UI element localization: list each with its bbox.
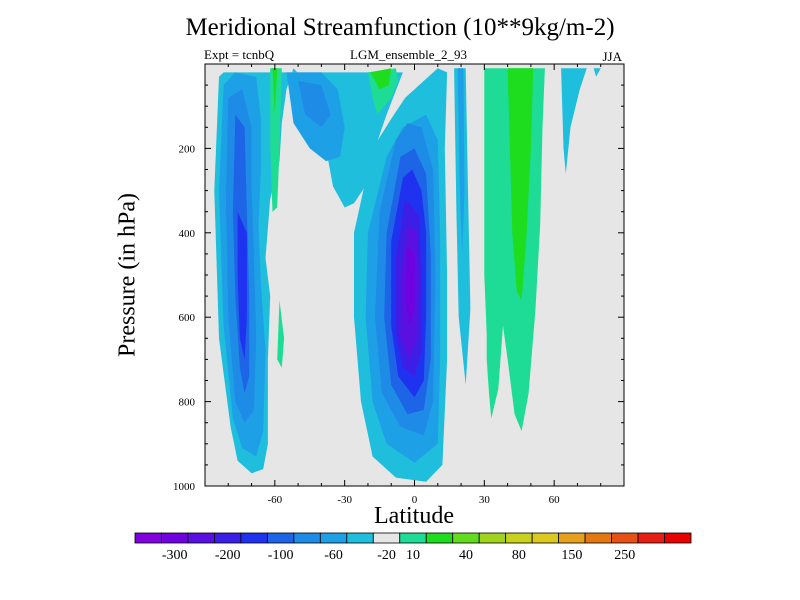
x-tick-label: 30 [479, 494, 491, 506]
colorbar-swatch [240, 532, 268, 544]
colorbar-swatch [161, 532, 189, 544]
x-tick-label: 0 [412, 494, 418, 506]
colorbar-swatch [478, 532, 507, 544]
contour-nh-upper-negative-small [593, 68, 601, 77]
y-tick-label: 800 [179, 397, 196, 409]
contour-nh-positive-inner [507, 68, 534, 301]
y-tick-label: 600 [179, 312, 196, 324]
colorbar-swatch [558, 532, 586, 544]
colorbar-swatch [372, 532, 401, 544]
colorbar-label: 80 [512, 548, 526, 563]
contour-sh-positive-strip-core [272, 68, 278, 115]
y-tick-label: 400 [179, 228, 196, 240]
contour-nh-upper-negative [561, 68, 587, 174]
colorbar-label: -20 [377, 548, 396, 563]
colorbar-label: 40 [459, 548, 473, 563]
colorbar-label: -60 [324, 548, 343, 563]
colorbar-label: -300 [162, 548, 188, 563]
colorbar-swatch [187, 532, 215, 544]
colorbar-swatch [214, 532, 242, 544]
colorbar: -300 -200 -100 -60 -20 10 40 80 150 250 [134, 532, 692, 563]
y-tick-label: 1000 [173, 481, 196, 493]
colorbar-swatch [319, 532, 348, 544]
contour-equatorial-positive-top-core [370, 68, 392, 90]
colorbar-swatch [399, 532, 427, 544]
colorbar-swatch [452, 532, 480, 544]
colorbar-label: 10 [406, 548, 420, 563]
chart-title: Meridional Streamfunction (10**9kg/m-2) [185, 14, 615, 41]
colorbar-swatch [266, 532, 295, 544]
colorbar-swatch [664, 532, 692, 544]
colorbar-label: 250 [614, 548, 635, 563]
x-axis-label: Latitude [374, 503, 454, 529]
contour-sh-upper-core [298, 80, 331, 128]
contour-nh-strip-negative-inner [457, 68, 465, 254]
colorbar-swatch [346, 532, 374, 544]
colorbar-swatch [134, 532, 162, 544]
colorbar-label: 150 [561, 548, 582, 563]
colorbar-swatch [425, 532, 454, 544]
axes: -60 -30 0 30 60 200 400 600 800 1000 [173, 63, 625, 506]
x-tick-label: -30 [337, 494, 352, 506]
colorbar-label: -100 [268, 548, 294, 563]
colorbar-label: -200 [215, 548, 241, 563]
contour-field [205, 64, 624, 486]
experiment-label: Expt = tcnbQ [204, 47, 275, 62]
contour-equatorial-cell-core [405, 245, 415, 326]
contour-sh-positive-strip [270, 68, 282, 212]
season-label: JJA [602, 49, 622, 64]
colorbar-swatch [584, 532, 612, 544]
colorbar-swatch [531, 532, 560, 544]
contour-sh-positive-blob [277, 300, 285, 368]
colorbar-swatch [637, 532, 665, 544]
x-tick-label: 60 [549, 494, 561, 506]
run-label: LGM_ensemble_2_93 [350, 47, 467, 62]
colorbar-swatch [611, 532, 639, 544]
contour-southern-cell-core [237, 211, 247, 360]
colorbar-swatch [505, 532, 533, 544]
x-tick-label: -60 [267, 494, 282, 506]
y-tick-label: 200 [179, 143, 196, 155]
colorbar-swatch [293, 532, 321, 544]
